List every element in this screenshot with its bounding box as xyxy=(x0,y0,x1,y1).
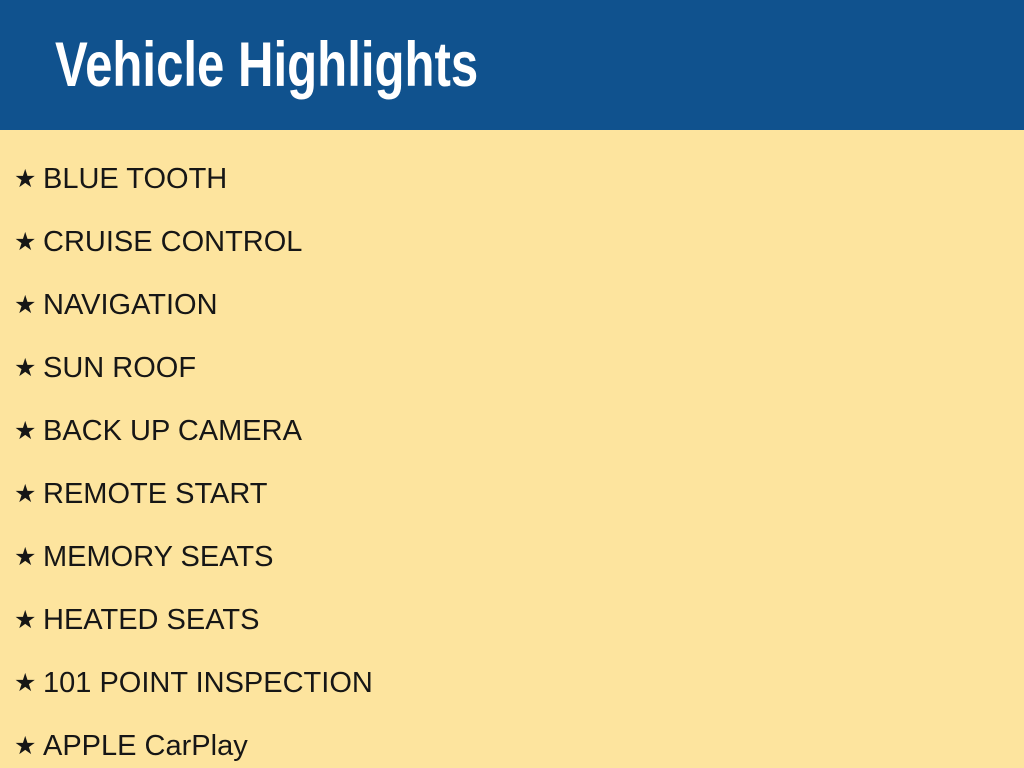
star-bullet-icon: ★ xyxy=(14,228,37,256)
star-bullet-icon: ★ xyxy=(14,732,37,760)
list-item: ★ APPLE CarPlay xyxy=(14,715,1024,768)
list-item: ★ MEMORY SEATS xyxy=(14,526,1024,589)
list-item: ★ 101 POINT INSPECTION xyxy=(14,652,1024,715)
list-item: ★ BACK UP CAMERA xyxy=(14,400,1024,463)
list-item-label: CRUISE CONTROL xyxy=(43,225,303,258)
list-item-label: REMOTE START xyxy=(43,477,268,510)
list-item: ★ REMOTE START xyxy=(14,463,1024,526)
list-item-label: BACK UP CAMERA xyxy=(43,414,302,447)
list-item-label: BLUE TOOTH xyxy=(43,162,228,195)
list-item-label: NAVIGATION xyxy=(43,288,218,321)
list-item-label: APPLE CarPlay xyxy=(43,729,248,762)
list-item: ★ BLUE TOOTH xyxy=(14,148,1024,211)
star-bullet-icon: ★ xyxy=(14,417,37,445)
star-bullet-icon: ★ xyxy=(14,354,37,382)
list-item-label: 101 POINT INSPECTION xyxy=(43,666,373,699)
page-title: Vehicle Highlights xyxy=(55,29,479,100)
star-bullet-icon: ★ xyxy=(14,543,37,571)
list-item-label: SUN ROOF xyxy=(43,351,197,384)
list-item-label: HEATED SEATS xyxy=(43,603,260,636)
list-item: ★ CRUISE CONTROL xyxy=(14,211,1024,274)
list-item: ★ HEATED SEATS xyxy=(14,589,1024,652)
list-item-label: MEMORY SEATS xyxy=(43,540,274,573)
highlights-list: ★ BLUE TOOTH ★ CRUISE CONTROL ★ NAVIGATION ★ SU… xyxy=(0,130,1024,768)
slide-header-band: Vehicle Highlights xyxy=(0,0,1024,130)
star-bullet-icon: ★ xyxy=(14,669,37,697)
star-bullet-icon: ★ xyxy=(14,165,37,193)
list-item: ★ NAVIGATION xyxy=(14,274,1024,337)
star-bullet-icon: ★ xyxy=(14,291,37,319)
star-bullet-icon: ★ xyxy=(14,480,37,508)
star-bullet-icon: ★ xyxy=(14,606,37,634)
list-item: ★ SUN ROOF xyxy=(14,337,1024,400)
